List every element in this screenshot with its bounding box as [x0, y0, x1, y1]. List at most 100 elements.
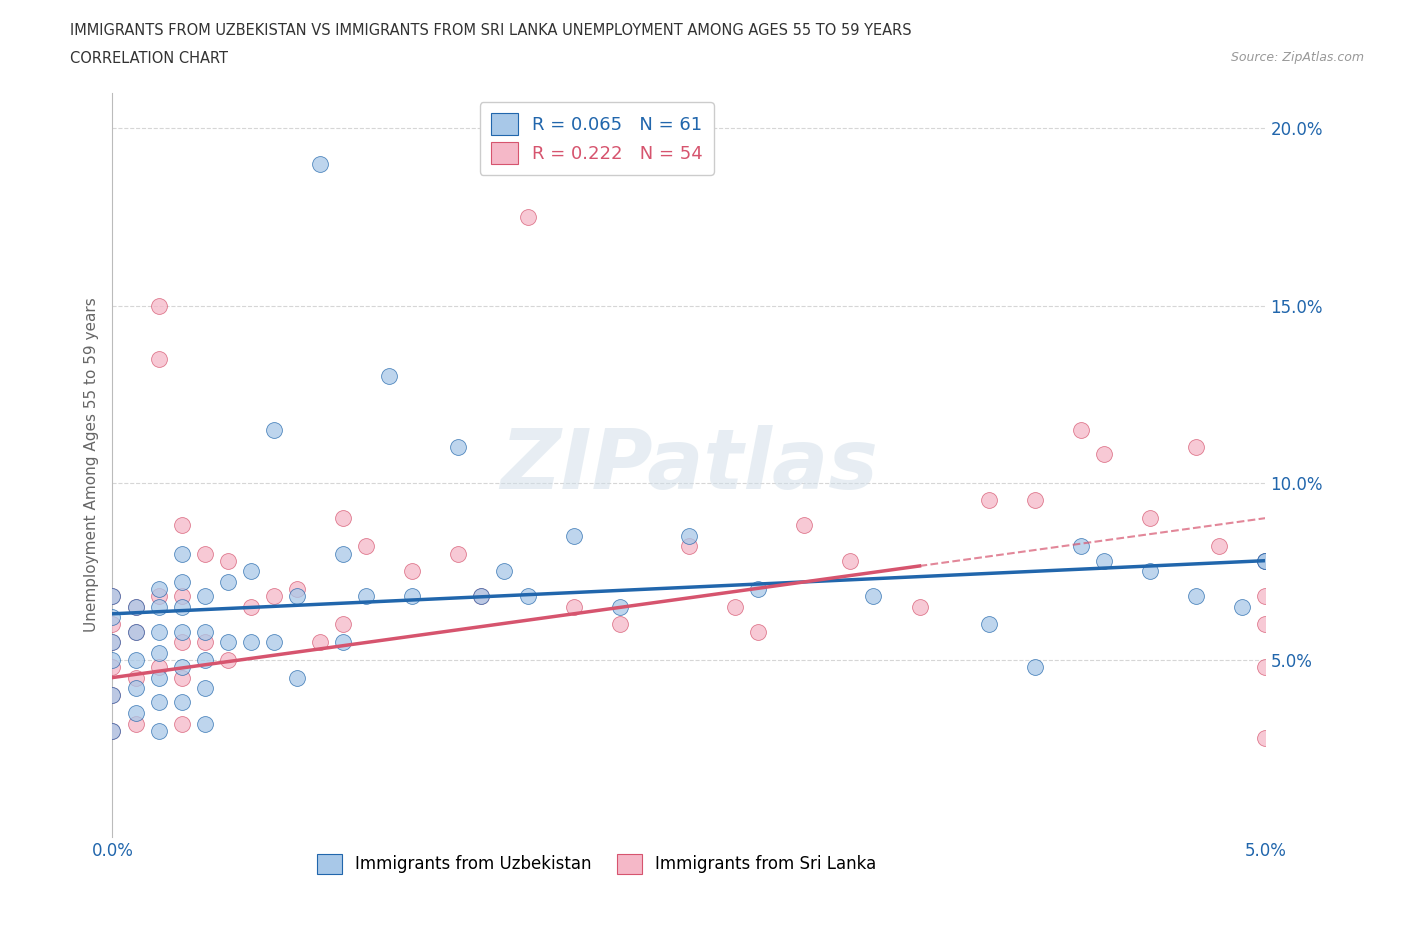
Point — [101, 724, 124, 738]
Point — [101, 634, 124, 649]
Point — [194, 624, 217, 639]
Point — [101, 589, 124, 604]
Point — [1024, 659, 1046, 674]
Point — [217, 575, 239, 590]
Point — [747, 624, 769, 639]
Point — [309, 634, 332, 649]
Point — [285, 589, 308, 604]
Point — [516, 589, 538, 604]
Point — [1070, 539, 1092, 554]
Point — [285, 671, 308, 685]
Point — [148, 589, 170, 604]
Point — [378, 369, 401, 384]
Point — [1254, 617, 1277, 631]
Point — [101, 659, 124, 674]
Point — [1254, 730, 1277, 745]
Point — [194, 589, 217, 604]
Point — [332, 617, 354, 631]
Point — [124, 599, 146, 614]
Point — [124, 671, 146, 685]
Point — [609, 599, 631, 614]
Point — [354, 589, 377, 604]
Point — [148, 724, 170, 738]
Point — [1139, 511, 1161, 525]
Point — [1139, 564, 1161, 578]
Point — [148, 581, 170, 596]
Point — [170, 575, 193, 590]
Point — [148, 352, 170, 366]
Point — [101, 724, 124, 738]
Point — [724, 599, 747, 614]
Point — [124, 599, 146, 614]
Point — [1185, 440, 1208, 455]
Point — [101, 617, 124, 631]
Point — [562, 528, 585, 543]
Point — [170, 589, 193, 604]
Point — [101, 653, 124, 668]
Point — [263, 422, 285, 437]
Point — [1208, 539, 1230, 554]
Text: CORRELATION CHART: CORRELATION CHART — [70, 51, 228, 66]
Point — [124, 681, 146, 696]
Text: Source: ZipAtlas.com: Source: ZipAtlas.com — [1230, 51, 1364, 64]
Point — [148, 624, 170, 639]
Point — [977, 617, 1000, 631]
Point — [494, 564, 516, 578]
Point — [124, 624, 146, 639]
Point — [1254, 553, 1277, 568]
Point — [170, 624, 193, 639]
Point — [1092, 553, 1115, 568]
Point — [217, 553, 239, 568]
Point — [1232, 599, 1254, 614]
Point — [1254, 553, 1277, 568]
Point — [217, 653, 239, 668]
Point — [401, 589, 423, 604]
Point — [101, 634, 124, 649]
Point — [170, 546, 193, 561]
Point — [678, 528, 700, 543]
Point — [516, 209, 538, 224]
Point — [1185, 589, 1208, 604]
Point — [862, 589, 884, 604]
Point — [263, 589, 285, 604]
Point — [148, 645, 170, 660]
Point — [1070, 422, 1092, 437]
Point — [678, 539, 700, 554]
Point — [470, 589, 492, 604]
Point — [609, 617, 631, 631]
Point — [101, 688, 124, 703]
Point — [148, 659, 170, 674]
Point — [447, 440, 470, 455]
Point — [170, 599, 193, 614]
Point — [170, 659, 193, 674]
Point — [908, 599, 931, 614]
Point — [1254, 659, 1277, 674]
Y-axis label: Unemployment Among Ages 55 to 59 years: Unemployment Among Ages 55 to 59 years — [83, 298, 98, 632]
Point — [839, 553, 862, 568]
Point — [194, 716, 217, 731]
Point — [332, 634, 354, 649]
Point — [148, 599, 170, 614]
Point — [747, 581, 769, 596]
Point — [1024, 493, 1046, 508]
Point — [170, 695, 193, 710]
Point — [194, 546, 217, 561]
Point — [170, 518, 193, 533]
Point — [170, 716, 193, 731]
Point — [217, 634, 239, 649]
Point — [354, 539, 377, 554]
Point — [239, 599, 262, 614]
Point — [194, 634, 217, 649]
Point — [148, 671, 170, 685]
Point — [793, 518, 815, 533]
Point — [239, 634, 262, 649]
Point — [285, 581, 308, 596]
Point — [1092, 447, 1115, 462]
Point — [447, 546, 470, 561]
Point — [263, 634, 285, 649]
Point — [124, 653, 146, 668]
Text: ZIPatlas: ZIPatlas — [501, 424, 877, 506]
Point — [124, 624, 146, 639]
Point — [1254, 553, 1277, 568]
Point — [101, 589, 124, 604]
